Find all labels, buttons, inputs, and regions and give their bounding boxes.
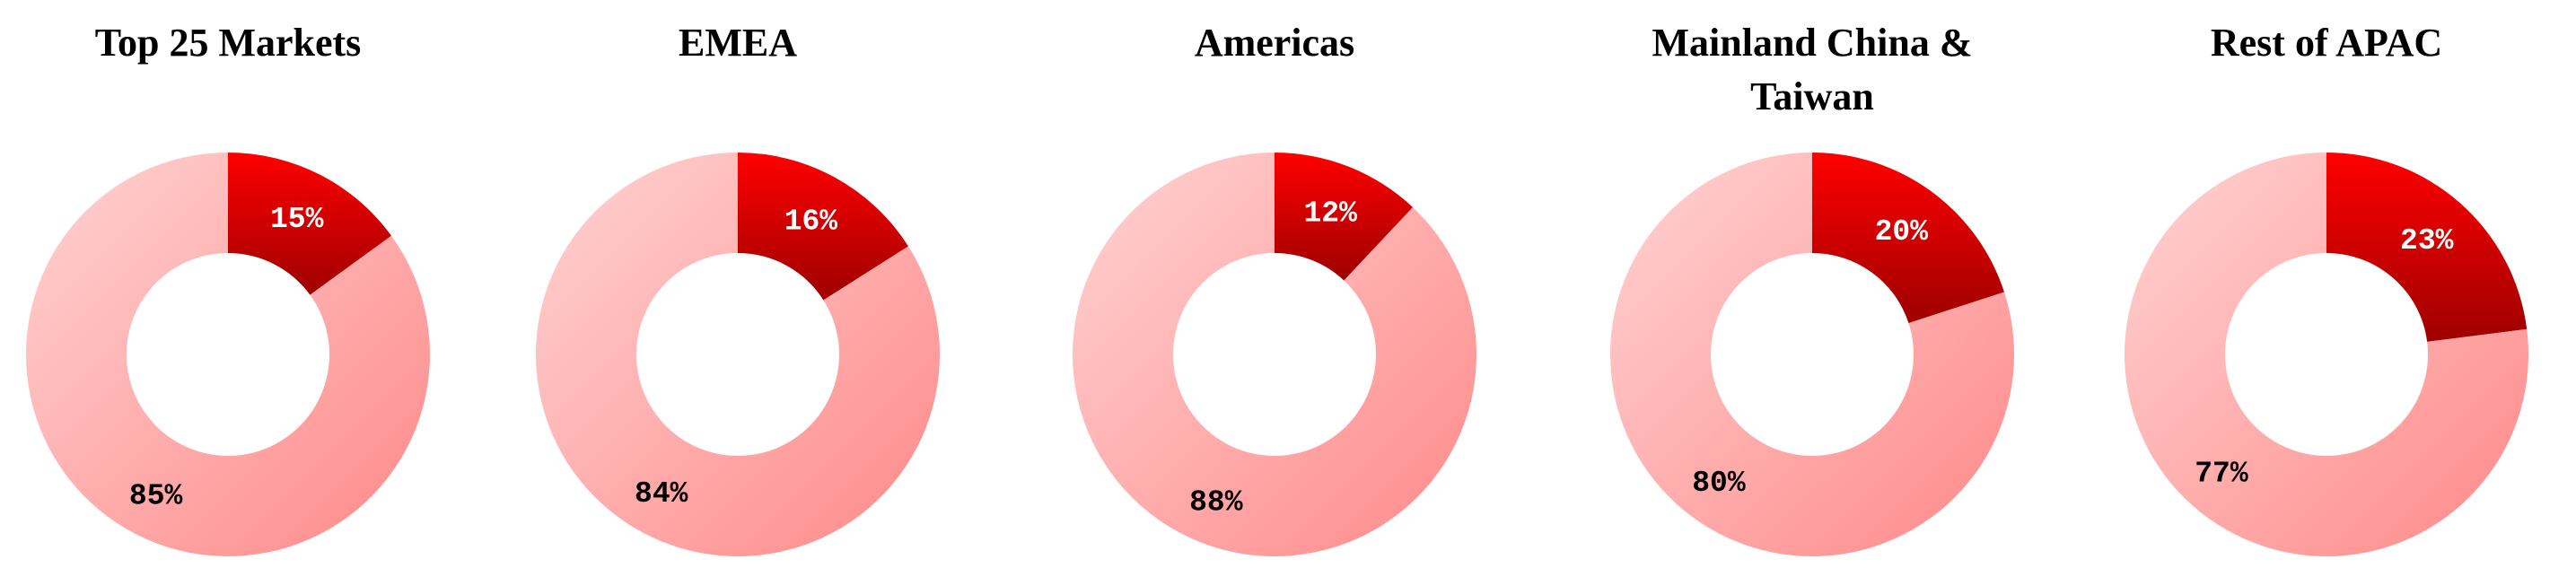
- donut-slice: [228, 153, 392, 295]
- chart-title: Rest of APAC: [2210, 21, 2443, 65]
- donut-slice: [2326, 153, 2528, 342]
- chart-title: EMEA: [679, 21, 797, 65]
- donut-slice: [1610, 153, 2014, 556]
- chart-title: Mainland China & Taiwan: [1652, 21, 1973, 118]
- value-label: 84%: [635, 477, 688, 511]
- donut-slice: [1812, 153, 2004, 324]
- value-label: 23%: [2400, 224, 2454, 258]
- value-label: 20%: [1875, 215, 1929, 249]
- value-label: 77%: [2195, 457, 2248, 490]
- value-label: 12%: [1304, 197, 1358, 231]
- donut-slice: [25, 153, 431, 557]
- donut-slice: [2125, 153, 2528, 556]
- value-label: 15%: [270, 203, 324, 236]
- chart-title: Top 25 Markets: [94, 21, 362, 65]
- donut-slice: [535, 152, 940, 556]
- value-label: 85%: [129, 479, 183, 512]
- value-label: 80%: [1692, 467, 1746, 500]
- chart-title: Americas: [1194, 21, 1355, 65]
- donut-slice: [1073, 153, 1476, 556]
- value-label: 88%: [1189, 485, 1243, 519]
- donut-slice: [1275, 153, 1414, 281]
- value-label: 16%: [784, 205, 838, 239]
- donut-slice: [738, 153, 908, 301]
